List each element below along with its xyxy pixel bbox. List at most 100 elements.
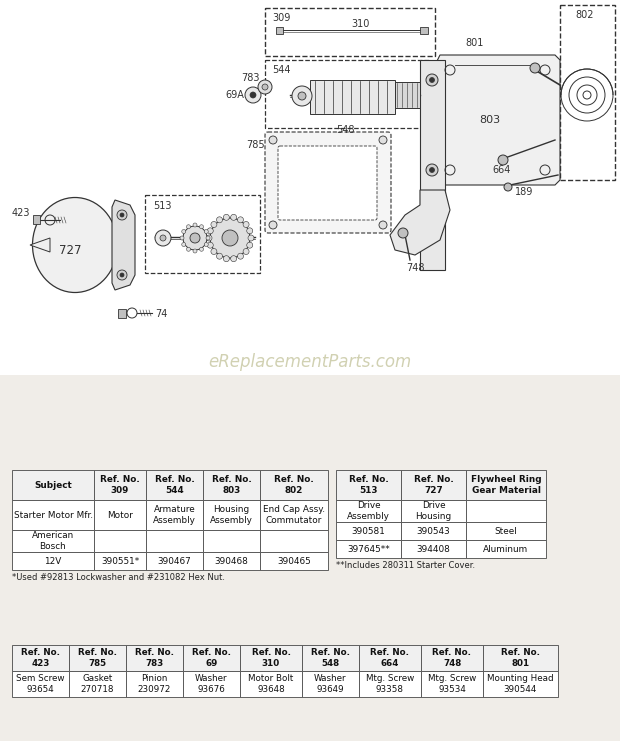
- Text: Subject: Subject: [34, 480, 72, 490]
- Circle shape: [223, 214, 229, 220]
- Circle shape: [250, 92, 256, 98]
- Bar: [69, 645, 126, 671]
- Bar: [146, 470, 203, 500]
- Text: Starter Motor Mfr.: Starter Motor Mfr.: [14, 511, 92, 519]
- Text: Ref. No.
803: Ref. No. 803: [211, 476, 251, 494]
- Text: Armature
Assembly: Armature Assembly: [153, 505, 196, 525]
- Text: Ref. No.
310: Ref. No. 310: [252, 648, 291, 668]
- Text: eReplacementParts.com: eReplacementParts.com: [208, 353, 412, 371]
- Text: Gasket
270718: Gasket 270718: [81, 674, 114, 694]
- Circle shape: [298, 92, 306, 100]
- Bar: [146, 552, 203, 570]
- Bar: [421, 645, 483, 671]
- Circle shape: [117, 270, 127, 280]
- Circle shape: [426, 164, 438, 176]
- Circle shape: [190, 233, 200, 243]
- Text: 189: 189: [515, 187, 533, 197]
- Text: Ref. No.
783: Ref. No. 783: [135, 648, 174, 668]
- Circle shape: [180, 236, 184, 240]
- Bar: [94, 530, 146, 552]
- Circle shape: [379, 221, 387, 229]
- Text: Ref. No.
69: Ref. No. 69: [192, 648, 231, 668]
- Text: 309: 309: [272, 13, 290, 23]
- Text: Ref. No.
801: Ref. No. 801: [501, 648, 540, 668]
- Text: Ref. No.
785: Ref. No. 785: [78, 648, 117, 668]
- Bar: [395, 82, 420, 108]
- Polygon shape: [30, 238, 50, 252]
- Text: 390468: 390468: [215, 556, 249, 565]
- Bar: [146, 500, 203, 530]
- Text: 12V: 12V: [44, 556, 61, 565]
- Circle shape: [182, 230, 186, 233]
- Text: 390467: 390467: [157, 556, 192, 565]
- Circle shape: [204, 230, 208, 233]
- Bar: [146, 530, 203, 552]
- Ellipse shape: [32, 198, 118, 293]
- Bar: [12, 645, 69, 671]
- Circle shape: [206, 235, 212, 241]
- Text: **Includes 280311 Starter Cover.: **Includes 280311 Starter Cover.: [336, 561, 475, 570]
- Circle shape: [237, 217, 244, 223]
- Text: Aluminum: Aluminum: [484, 545, 529, 554]
- Circle shape: [183, 226, 207, 250]
- Circle shape: [155, 230, 171, 246]
- Circle shape: [247, 242, 253, 248]
- Circle shape: [216, 217, 223, 223]
- Bar: [302, 671, 359, 697]
- Bar: [421, 671, 483, 697]
- Text: Flywheel Ring
Gear Material: Flywheel Ring Gear Material: [471, 476, 541, 494]
- Polygon shape: [112, 200, 135, 290]
- Circle shape: [248, 235, 254, 241]
- Text: Ref. No.
548: Ref. No. 548: [311, 648, 350, 668]
- Circle shape: [231, 256, 237, 262]
- Bar: [401, 522, 466, 540]
- Text: 74: 74: [155, 309, 167, 319]
- Bar: [126, 671, 183, 697]
- Bar: [276, 27, 283, 34]
- Circle shape: [206, 236, 210, 240]
- Bar: [336, 522, 401, 540]
- FancyBboxPatch shape: [278, 146, 377, 220]
- Bar: [0, 0, 620, 375]
- Circle shape: [120, 213, 124, 217]
- Bar: [466, 540, 546, 558]
- Circle shape: [160, 235, 166, 241]
- Circle shape: [120, 273, 124, 277]
- Circle shape: [117, 210, 127, 220]
- Bar: [483, 671, 558, 697]
- Bar: [359, 645, 421, 671]
- FancyBboxPatch shape: [265, 132, 391, 233]
- Text: Steel: Steel: [495, 527, 517, 536]
- Text: 664: 664: [492, 165, 510, 175]
- Bar: [145, 195, 260, 273]
- Bar: [94, 552, 146, 570]
- Circle shape: [243, 222, 249, 227]
- Text: 310: 310: [351, 19, 369, 29]
- Bar: [260, 552, 328, 570]
- Bar: [203, 470, 260, 500]
- Bar: [260, 500, 328, 530]
- Circle shape: [231, 214, 237, 220]
- Circle shape: [216, 253, 223, 259]
- Circle shape: [207, 227, 213, 234]
- Text: 783: 783: [242, 73, 260, 83]
- Bar: [336, 500, 401, 522]
- Text: 802: 802: [575, 10, 593, 20]
- Circle shape: [211, 248, 217, 254]
- Circle shape: [247, 227, 253, 234]
- Bar: [203, 530, 260, 552]
- Circle shape: [530, 63, 540, 73]
- Circle shape: [379, 136, 387, 144]
- Text: 397645**: 397645**: [347, 545, 390, 554]
- Bar: [240, 645, 302, 671]
- Circle shape: [237, 253, 244, 259]
- Text: 69A: 69A: [225, 90, 244, 100]
- Circle shape: [200, 225, 203, 229]
- Bar: [310, 80, 395, 114]
- Circle shape: [262, 84, 268, 90]
- Bar: [466, 470, 546, 500]
- Text: Ref. No.
423: Ref. No. 423: [21, 648, 60, 668]
- Text: 548: 548: [336, 125, 354, 135]
- Circle shape: [210, 218, 250, 258]
- Text: Ref. No.
664: Ref. No. 664: [371, 648, 409, 668]
